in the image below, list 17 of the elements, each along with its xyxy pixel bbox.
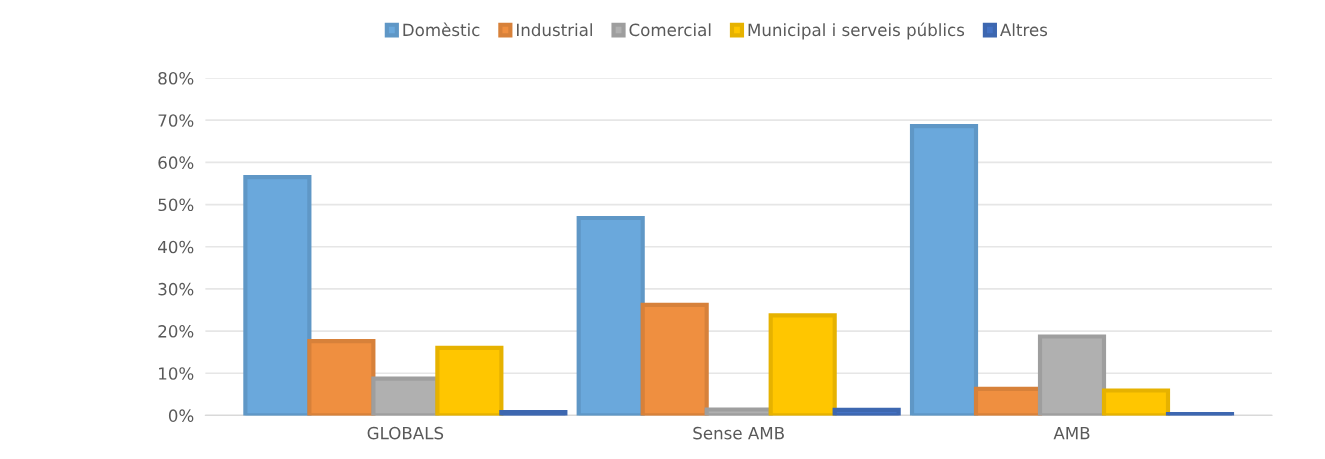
legend-label: Comercial	[629, 23, 711, 37]
y-tick-label: 0%	[168, 409, 194, 422]
y-tick-label: 30%	[158, 282, 194, 296]
x-tick-label: GLOBALS	[367, 426, 444, 440]
x-tick-label: AMB	[1053, 427, 1090, 440]
y-tick-label: 20%	[158, 325, 194, 338]
y-tick-label: 80%	[158, 71, 194, 85]
legend-label: Altres	[1000, 23, 1048, 37]
legend-label: Industrial	[517, 23, 592, 37]
x-tick-label: Sense AMB	[693, 426, 784, 440]
y-tick-label: 60%	[158, 156, 194, 169]
legend-label: Domèstic	[403, 22, 480, 37]
y-tick-label: 10%	[159, 367, 194, 380]
y-tick-label: 40%	[158, 240, 194, 254]
y-tick-label: 50%	[158, 198, 194, 212]
y-tick-label: 70%	[158, 114, 194, 127]
legend-label: Municipal i serveis públics	[748, 22, 965, 40]
